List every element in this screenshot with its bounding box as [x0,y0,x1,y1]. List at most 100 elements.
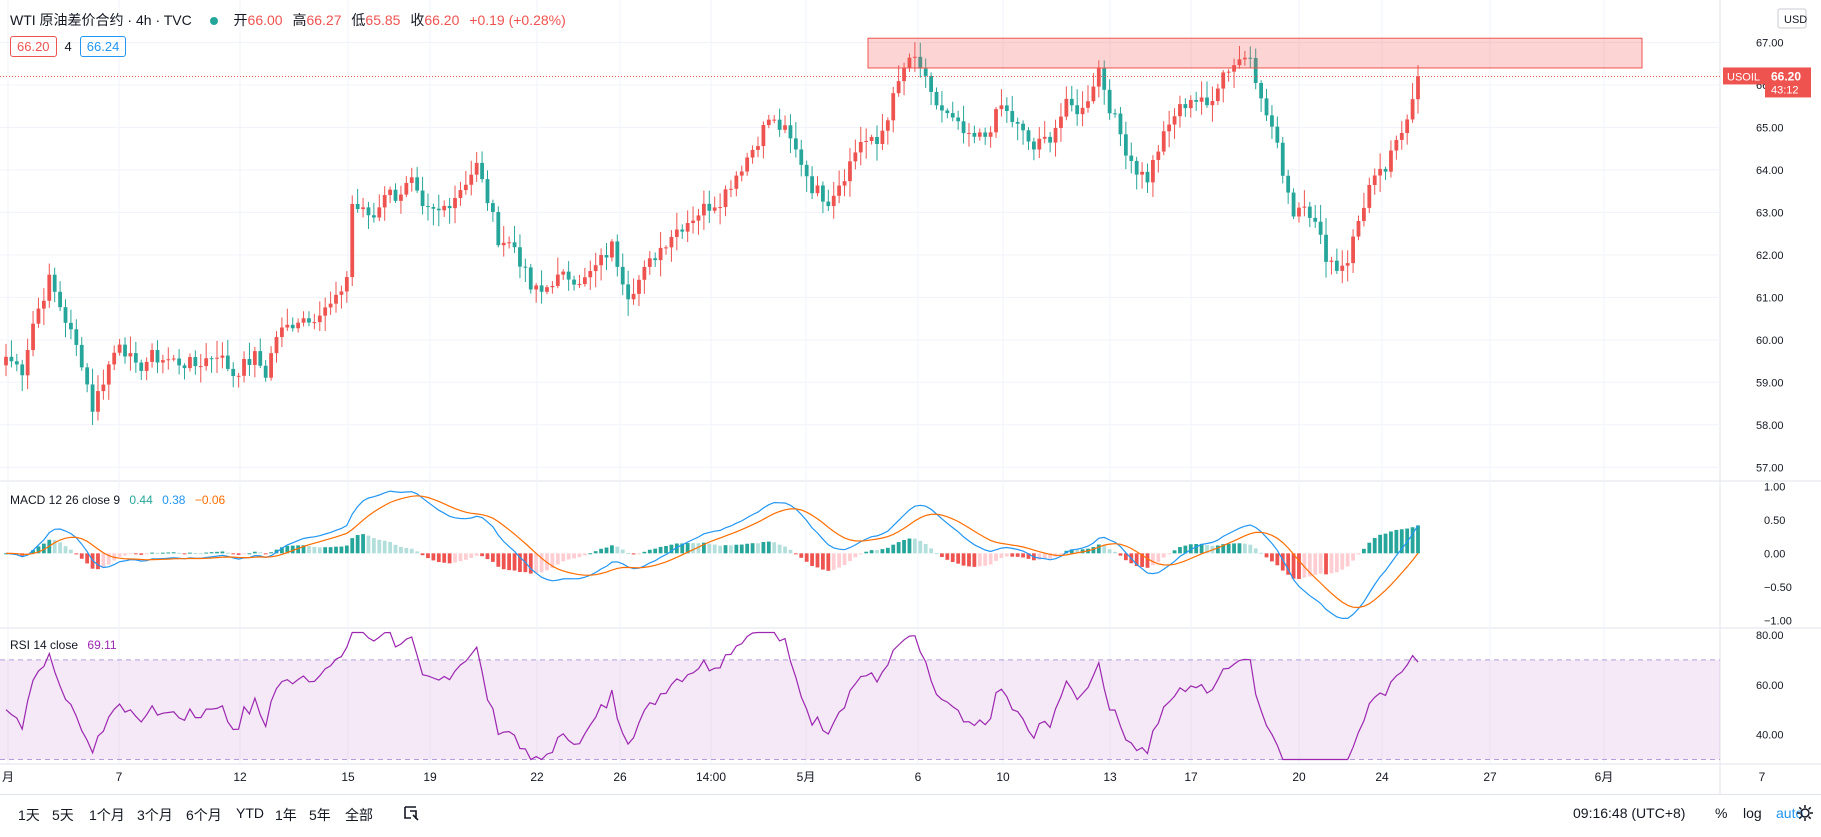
ohlc-open-value: 66.00 [247,12,283,28]
macd-bar [723,545,728,554]
macd-bar [691,543,695,554]
time-tick-label: 6 [915,770,922,784]
candle-body [891,93,896,121]
candle-body [155,350,160,363]
time-tick-label: 10 [996,770,1010,784]
gear-icon[interactable] [1796,804,1814,822]
macd-tick-label: 0.50 [1764,515,1785,527]
candle-body [756,146,760,150]
macd-bar [220,551,225,554]
candle-body [821,185,825,202]
macd-bar [967,553,971,567]
clock-readout[interactable]: 09:16:48 (UTC+8) [1573,805,1686,821]
macd-bar [480,553,484,557]
macd-legend[interactable]: MACD 12 26 close 9 0.44 0.38 −0.06 [10,493,225,507]
candle-body [902,67,906,82]
timeframe-1m[interactable]: 1个月 [89,807,125,823]
macd-bar [1307,553,1312,577]
macd-bar [1188,544,1193,554]
timeframe-5y[interactable]: 5年 [309,807,331,823]
candle-body [1080,107,1085,115]
candle-body [377,207,382,218]
bar-countdown: 43:12 [1771,84,1799,96]
candle-body [285,324,290,328]
timeframe-5d[interactable]: 5天 [52,807,74,823]
candle-body [90,384,95,412]
price-tick-label: 58.00 [1756,420,1784,432]
candle-body [912,56,917,58]
macd-bar [339,546,344,554]
sell-price-button[interactable]: 66.20 [10,36,57,57]
macd-bar [631,553,636,555]
candle-body [918,56,923,69]
symbol-title[interactable]: WTI 原油差价合约 · 4h · TVC [10,12,192,28]
candle-body [1356,221,1361,237]
candle-body [274,337,279,354]
candle-body [572,279,576,285]
macd-bar [436,553,441,563]
candle-body [58,291,62,308]
macd-bar [1140,553,1144,567]
macd-bar [772,542,777,554]
macd-bar [1037,553,1042,560]
candle-body [691,220,695,224]
macd-bar [415,551,420,554]
macd-bar [853,553,858,558]
candle-body [815,185,820,194]
date-range-icon[interactable] [402,803,422,823]
log-scale-toggle[interactable]: log [1743,805,1762,821]
macd-bar [712,544,717,554]
macd-bar [934,553,939,555]
candle-body [1194,100,1199,102]
candle-body [831,195,836,207]
candle-body [350,203,355,278]
time-tick-label: 27 [1483,770,1497,784]
candle-body [1178,104,1182,117]
macd-bar [507,553,512,571]
timeframe-1y[interactable]: 1年 [275,807,297,823]
candle-body [1102,67,1107,90]
candle-body [361,207,365,210]
timeframe-ytd[interactable]: YTD [236,805,264,821]
timeframe-6m[interactable]: 6个月 [186,807,222,823]
price-tick-label: 64.00 [1756,165,1784,177]
candle-body [85,367,90,385]
candle-body [263,365,268,378]
timeframe-3m[interactable]: 3个月 [137,807,173,823]
candle-body [1340,265,1345,271]
macd-bar [52,539,57,554]
macd-bar [247,553,252,555]
buy-price-button[interactable]: 66.24 [79,36,127,57]
candle-body [842,181,847,186]
candle-body [1405,119,1410,133]
macd-bar [896,542,901,554]
percent-scale-toggle[interactable]: % [1715,805,1728,821]
candle-body [1053,127,1058,143]
candle-body [469,174,474,185]
macd-bar [626,552,631,554]
macd-tick-label: −1.00 [1764,615,1792,627]
candle-body [658,247,663,261]
candle-body [1291,192,1296,217]
candle-body [1075,105,1080,115]
macd-bar [1248,544,1253,554]
macd-bar [377,539,382,554]
timeframe-all[interactable]: 全部 [345,807,373,823]
candle-body [1037,138,1042,150]
rsi-legend[interactable]: RSI 14 close 69.11 [10,638,117,652]
macd-bar [950,553,955,563]
macd-bar [236,553,241,555]
macd-bar [674,543,679,554]
macd-bar [1232,543,1236,554]
candle-body [967,132,971,134]
macd-bar [1389,531,1393,554]
auto-scale-toggle[interactable]: auto [1776,805,1804,821]
candle-body [150,350,154,362]
macd-bar [485,553,490,560]
timeframe-1d[interactable]: 1天 [18,807,40,823]
macd-bar [399,546,403,554]
candle-body [1383,168,1388,172]
candle-body [804,164,809,177]
